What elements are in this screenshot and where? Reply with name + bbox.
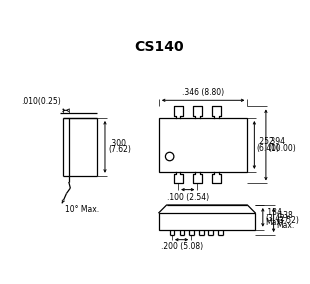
Text: .394: .394 bbox=[268, 137, 285, 146]
Text: (7.62): (7.62) bbox=[109, 145, 132, 154]
Text: .346 (8.80): .346 (8.80) bbox=[182, 88, 224, 97]
Text: .300: .300 bbox=[109, 139, 126, 148]
Text: .010(0.25): .010(0.25) bbox=[21, 97, 61, 106]
Text: (6.40): (6.40) bbox=[257, 143, 280, 153]
Text: (3.52): (3.52) bbox=[276, 216, 299, 225]
Text: (3.42): (3.42) bbox=[265, 214, 288, 223]
Bar bbox=[159, 118, 247, 172]
Text: Max.: Max. bbox=[276, 221, 294, 230]
Text: (10.00): (10.00) bbox=[268, 143, 296, 153]
Text: Max.: Max. bbox=[265, 218, 283, 227]
Text: .200 (5.08): .200 (5.08) bbox=[161, 242, 203, 251]
Text: .100 (2.54): .100 (2.54) bbox=[167, 193, 209, 202]
Text: 10° Max.: 10° Max. bbox=[65, 205, 99, 214]
Text: CS140: CS140 bbox=[134, 40, 184, 54]
Bar bbox=[159, 213, 255, 230]
Text: .252: .252 bbox=[257, 137, 273, 146]
Circle shape bbox=[166, 152, 174, 161]
Text: .134: .134 bbox=[265, 208, 282, 217]
Text: .138: .138 bbox=[276, 211, 293, 220]
